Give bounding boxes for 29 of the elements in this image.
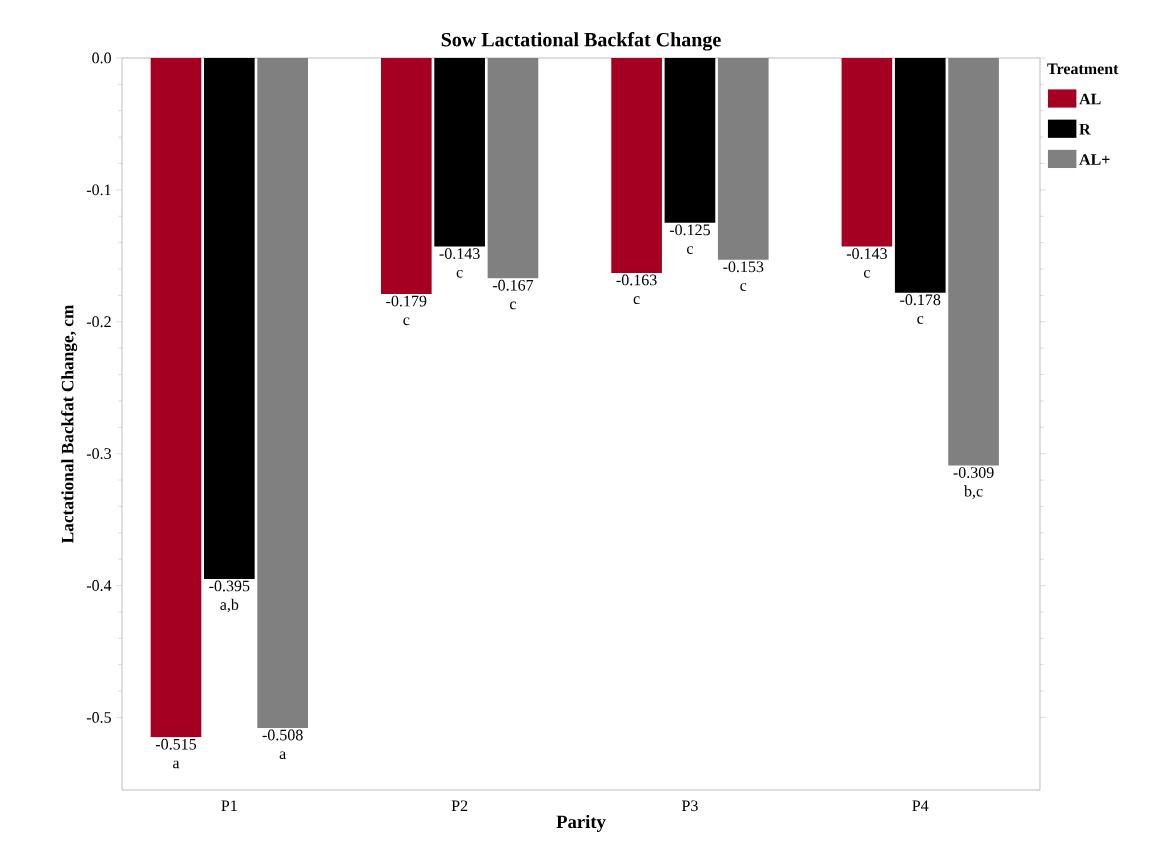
data-label: -0.179 c xyxy=(386,295,427,326)
y-tick-label: 0.0 xyxy=(92,52,111,64)
x-tick-label: P2 xyxy=(451,800,468,811)
x-axis-title: Parity xyxy=(556,814,606,832)
data-label: -0.515 a xyxy=(155,738,197,769)
x-tick-label: P1 xyxy=(221,800,237,811)
data-label: -0.309 b,c xyxy=(953,467,994,499)
legend-label: AL+ xyxy=(1079,154,1110,165)
data-label: -0.125 c xyxy=(669,224,710,254)
data-label: -0.163 c xyxy=(616,274,657,305)
legend-label: AL xyxy=(1079,93,1101,105)
data-label: -0.143 c xyxy=(846,248,887,278)
y-tick-label: -0.2 xyxy=(86,316,111,328)
y-tick-label: -0.3 xyxy=(86,448,111,460)
data-label: -0.143 c xyxy=(439,248,480,278)
data-label: -0.395 a,b xyxy=(209,580,250,613)
y-tick-label: -0.4 xyxy=(86,580,112,591)
data-label: -0.508 a xyxy=(262,729,303,760)
legend-label: R xyxy=(1079,124,1091,135)
data-label: -0.167 c xyxy=(492,279,534,310)
y-tick-label: -0.1 xyxy=(86,184,111,196)
data-label: -0.153 c xyxy=(723,261,764,291)
data-label: -0.178 c xyxy=(900,294,941,324)
legend-title: Treatment xyxy=(1047,63,1119,75)
y-axis-title: Lactational Backfat Change, cm xyxy=(61,304,78,544)
y-tick-label: -0.5 xyxy=(86,712,111,723)
x-tick-label: P3 xyxy=(681,800,698,812)
chart-title: Sow Lactational Backfat Change xyxy=(441,32,721,51)
x-tick-label: P4 xyxy=(912,800,929,811)
